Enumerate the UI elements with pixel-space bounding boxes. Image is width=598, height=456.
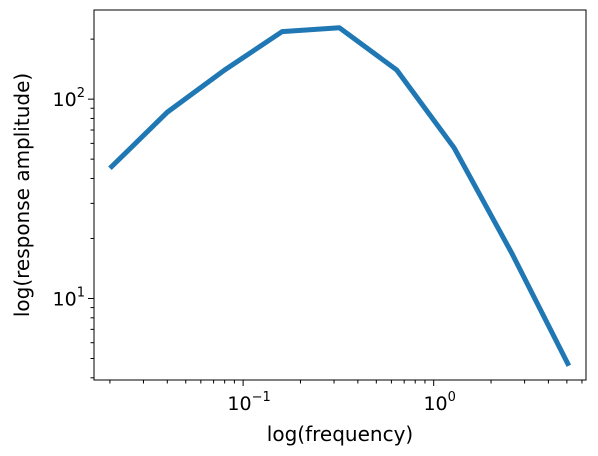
x-axis-label: log(frequency) <box>267 422 413 446</box>
plot-frame <box>93 9 587 381</box>
x-tick-label: 100 <box>423 390 455 415</box>
series-line-0 <box>108 25 572 367</box>
plot-layer <box>108 25 572 367</box>
y-axis-label: log(response amplitude) <box>10 73 34 317</box>
x-tick-label: 10−1 <box>227 390 270 415</box>
y-tick-label: 102 <box>53 86 85 111</box>
y-tick-label: 101 <box>53 285 85 310</box>
tick-layer: 10−1 100 101 102 <box>53 38 583 415</box>
